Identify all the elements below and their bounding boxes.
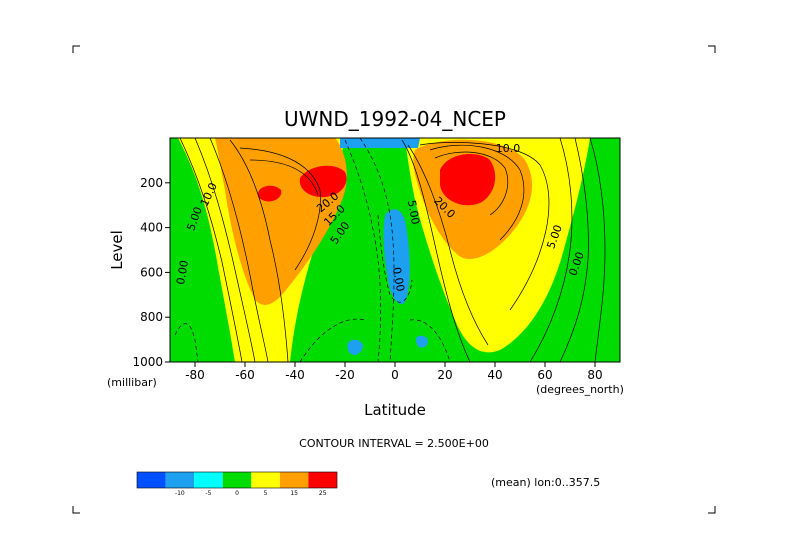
colorbar-swatch <box>251 472 280 488</box>
y-axis-title: Level <box>108 230 126 270</box>
contour-labels: 10.05.000.0020.015.05.000.0010.020.05.00… <box>174 142 587 293</box>
colorbar-label: -5 <box>205 490 211 497</box>
contour-label: 0.00 <box>390 266 407 292</box>
x-tick-label: 60 <box>537 368 552 382</box>
colorbar-swatch <box>194 472 223 488</box>
colorbar-swatch <box>308 472 337 488</box>
contour-line <box>179 138 243 362</box>
contour-line <box>229 139 289 362</box>
x-tick-label: 20 <box>437 368 452 382</box>
y-units-label: (millibar) <box>107 376 157 389</box>
contour-line-negative <box>344 139 382 362</box>
filled-contours <box>170 138 620 362</box>
x-tick-label: -40 <box>285 368 305 382</box>
contour-line <box>209 138 269 362</box>
colorbar: -10 -5 0 5 15 25 <box>136 471 338 497</box>
contour-line <box>429 144 525 241</box>
contour-line-negative <box>377 214 413 303</box>
contour-line <box>401 139 471 362</box>
x-tick-label: -60 <box>235 368 255 382</box>
contour-line <box>434 151 509 216</box>
colorbar-label: 25 <box>319 490 327 497</box>
contour-band <box>299 165 347 198</box>
contour-line <box>559 138 589 362</box>
contour-label: 0.00 <box>174 259 191 285</box>
contour-band <box>440 154 496 206</box>
contour-band <box>347 339 363 355</box>
colorbar-label: 15 <box>290 490 298 497</box>
y-axis: 200 400 600 800 1000 <box>132 176 170 369</box>
y-tick-label: 800 <box>140 310 163 324</box>
x-axis: -80 -60 -40 -20 0 20 40 60 80 <box>185 362 603 382</box>
colorbar-swatch <box>279 472 309 488</box>
contour-line <box>589 138 606 362</box>
colorbar-swatch <box>222 472 252 488</box>
contour-label: 5.00 <box>405 199 422 225</box>
contour-line <box>419 142 550 311</box>
contour-line <box>194 138 256 362</box>
y-tick-label: 600 <box>140 265 163 279</box>
contour-line <box>239 147 321 271</box>
contour-line <box>529 138 573 362</box>
plot-area <box>170 138 620 362</box>
y-tick-label: 200 <box>140 176 163 190</box>
crop-marks <box>72 45 716 514</box>
contour-band <box>415 335 428 348</box>
contour-band <box>257 185 282 202</box>
x-tick-label: -20 <box>335 368 355 382</box>
contour-interval-text: CONTOUR INTERVAL = 2.500E+00 <box>299 437 489 450</box>
contour-line <box>249 159 319 196</box>
x-tick-label: 40 <box>487 368 502 382</box>
footnote: (mean) lon:0..357.5 <box>491 476 600 489</box>
colorbar-frame <box>136 471 338 489</box>
colorbar-label: -10 <box>175 490 185 497</box>
chart-title: UWND_1992-04_NCEP <box>284 107 506 131</box>
contour-line <box>407 144 489 346</box>
colorbar-swatch <box>165 472 195 488</box>
x-axis-title: Latitude <box>364 401 426 419</box>
y-tick-label: 400 <box>140 221 163 235</box>
x-tick-label: -80 <box>185 368 205 382</box>
contour-band <box>340 138 420 148</box>
contour-label: 10.0 <box>496 142 521 155</box>
colorbar-swatch <box>137 472 166 488</box>
x-tick-label: 80 <box>587 368 602 382</box>
contour-line-negative <box>299 318 366 362</box>
contour-line-negative <box>409 319 451 362</box>
colorbar-label: 5 <box>264 490 268 497</box>
contour-line-negative <box>174 323 199 362</box>
x-units-label: (degrees_north) <box>536 383 624 396</box>
x-tick-label: 0 <box>391 368 399 382</box>
y-tick-label: 1000 <box>132 355 163 369</box>
contour-line-negative <box>359 138 395 362</box>
colorbar-label: 0 <box>235 490 239 497</box>
contour-band <box>383 209 410 305</box>
